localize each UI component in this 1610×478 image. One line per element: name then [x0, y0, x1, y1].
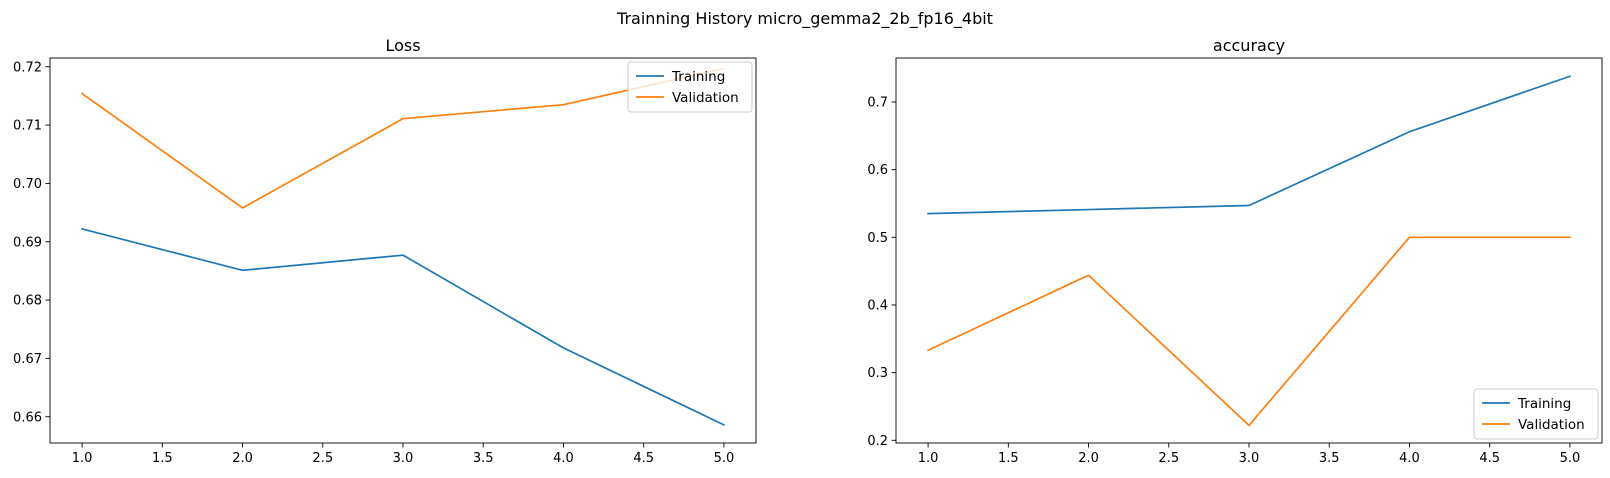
loss-xtick-label: 3.0	[393, 451, 414, 466]
loss-ytick-label: 0.72	[13, 60, 42, 75]
loss-series-line-validation	[80, 67, 725, 209]
loss-xtick-label: 1.0	[72, 451, 93, 466]
loss-ytick-label: 0.68	[13, 294, 42, 309]
accuracy-axes-frame	[895, 57, 1603, 444]
accuracy-xtick-label: 3.0	[1239, 451, 1260, 466]
accuracy-xtick-label: 5.0	[1560, 451, 1581, 466]
accuracy-xtick-label: 4.0	[1399, 451, 1420, 466]
accuracy-legend: Training Validation	[1473, 388, 1599, 440]
loss-xtick-label: 2.5	[312, 451, 333, 466]
loss-legend-label-training: Training	[671, 69, 725, 85]
loss-chart: Loss 1.0 1.5 2.0 2.5 3.0 3.5 4.0 4.5 5.0 0.66 0.67 0…	[13, 36, 757, 466]
loss-legend-label-validation: Validation	[672, 90, 739, 106]
accuracy-chart: accuracy 1.0 1.5 2.0 2.5 3.0 3.5 4.0 4.5 5.0 0.2 0.…	[867, 36, 1603, 466]
loss-ytick-label: 0.69	[13, 235, 42, 250]
accuracy-xtick-label: 1.0	[918, 451, 939, 466]
loss-ytick-label: 0.71	[13, 119, 42, 134]
accuracy-series-line-validation	[926, 236, 1571, 427]
loss-xtick-label: 5.0	[714, 451, 735, 466]
loss-ytick-label: 0.70	[13, 177, 42, 192]
loss-ytick-label: 0.67	[13, 352, 42, 367]
figure-suptitle: Trainning History micro_gemma2_2b_fp16_4…	[616, 9, 993, 29]
accuracy-xtick-label: 2.0	[1078, 451, 1099, 466]
loss-xtick-label: 2.0	[232, 451, 253, 466]
loss-legend-box	[627, 61, 753, 113]
accuracy-title: accuracy	[1213, 36, 1285, 55]
accuracy-ytick-label: 0.7	[867, 95, 888, 110]
accuracy-ytick-label: 0.3	[867, 366, 888, 381]
accuracy-ytick-label: 0.4	[867, 298, 888, 313]
loss-title: Loss	[385, 36, 420, 55]
accuracy-ytick-label: 0.2	[867, 434, 888, 449]
accuracy-xtick-label: 2.5	[1158, 451, 1179, 466]
accuracy-legend-label-validation: Validation	[1518, 417, 1585, 433]
loss-xtick-label: 3.5	[473, 451, 494, 466]
loss-xtick-label: 4.0	[553, 451, 574, 466]
loss-ytick-label: 0.66	[13, 410, 42, 425]
loss-axes-frame	[49, 57, 757, 444]
loss-xtick-label: 1.5	[152, 451, 173, 466]
accuracy-legend-label-training: Training	[1517, 396, 1571, 412]
accuracy-xtick-label: 4.5	[1479, 451, 1500, 466]
accuracy-xtick-label: 3.5	[1319, 451, 1340, 466]
accuracy-ytick-label: 0.6	[867, 163, 888, 178]
accuracy-series-line-training	[927, 75, 1571, 215]
accuracy-xtick-label: 1.5	[998, 451, 1019, 466]
loss-legend: Training Validation	[627, 61, 753, 113]
accuracy-ytick-label: 0.5	[867, 231, 888, 246]
loss-xtick-label: 4.5	[633, 451, 654, 466]
accuracy-legend-box	[1473, 388, 1599, 440]
loss-series-line-training	[81, 227, 726, 427]
